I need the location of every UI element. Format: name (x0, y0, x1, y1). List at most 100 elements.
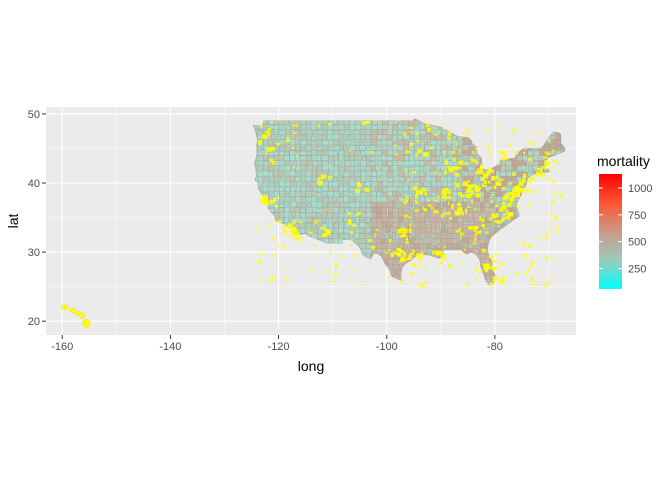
highlight-county (388, 239, 392, 243)
highlight-county (506, 212, 513, 216)
highlight-county (549, 167, 554, 170)
county (268, 171, 274, 177)
highlight-county (448, 264, 453, 268)
highlight-county (403, 252, 407, 257)
county (294, 120, 302, 125)
highlight-county (297, 232, 300, 236)
highlight-county (499, 178, 504, 181)
highlight-county (272, 161, 276, 165)
highlight-county (444, 245, 446, 249)
county (338, 140, 344, 146)
highlight-county (511, 173, 516, 176)
highlight-county (512, 128, 517, 131)
highlight-county (263, 202, 266, 206)
hawaii-island (78, 312, 86, 319)
county (424, 232, 430, 239)
county (500, 165, 506, 172)
highlight-county (487, 264, 490, 269)
highlight-county (272, 237, 275, 241)
highlight-county (447, 192, 449, 194)
highlight-county (409, 272, 414, 275)
county (295, 185, 301, 192)
highlight-county (396, 253, 402, 257)
highlight-county (491, 176, 496, 181)
highlight-county (537, 237, 540, 240)
highlight-county (423, 152, 429, 157)
county (377, 130, 383, 135)
county (397, 165, 403, 172)
county (387, 120, 394, 125)
county (381, 238, 386, 244)
highlight-county (375, 233, 377, 237)
highlight-county (334, 272, 338, 275)
highlight-county (485, 231, 489, 234)
county (333, 213, 339, 218)
highlight-county (501, 217, 505, 222)
county (375, 237, 382, 244)
county (517, 156, 523, 161)
hawaii-island (61, 304, 69, 311)
hawaii-islands (61, 304, 91, 328)
highlight-county (258, 142, 262, 146)
highlight-county (521, 241, 525, 246)
highlight-county (516, 192, 520, 197)
highlight-county (502, 196, 507, 200)
highlight-county (268, 127, 271, 131)
county (392, 130, 398, 135)
highlight-county (415, 190, 419, 194)
highlight-county (257, 226, 260, 231)
county (285, 144, 292, 151)
county (392, 134, 398, 140)
county (468, 216, 474, 223)
county (267, 186, 275, 192)
county (408, 202, 413, 208)
county (468, 233, 474, 239)
highlight-county (286, 280, 289, 282)
county (386, 155, 394, 161)
county (371, 181, 379, 187)
highlight-county (352, 224, 357, 228)
county (435, 165, 442, 172)
highlight-county (413, 185, 418, 191)
legend-ticks: 250 500 750 1000 (599, 183, 652, 276)
county (495, 170, 500, 177)
county (484, 202, 490, 208)
county (279, 186, 284, 192)
county (360, 134, 366, 140)
highlight-county (500, 262, 504, 266)
county (387, 177, 394, 182)
county (392, 222, 399, 229)
county (404, 140, 409, 146)
county (366, 162, 372, 166)
county (348, 197, 355, 203)
county (386, 134, 393, 141)
x-tick-label: -80 (487, 341, 503, 353)
county (408, 166, 415, 172)
highlight-county (513, 195, 517, 197)
county (538, 160, 544, 166)
county (408, 149, 414, 156)
highlight-county (414, 199, 417, 202)
county (431, 180, 437, 187)
county (511, 207, 517, 213)
county (474, 203, 481, 208)
county (436, 161, 442, 166)
highlight-county (475, 170, 480, 174)
highlight-county (552, 149, 555, 153)
county (462, 224, 469, 229)
highlight-county (435, 210, 440, 214)
highlight-county (468, 179, 470, 183)
highlight-county (268, 226, 272, 228)
county (278, 177, 286, 182)
county (451, 233, 457, 239)
highlight-county (466, 189, 472, 193)
county (364, 181, 371, 187)
highlight-county (488, 265, 492, 270)
county (484, 196, 489, 203)
county (343, 175, 351, 182)
county (365, 134, 371, 140)
highlight-county (504, 194, 510, 199)
highlight-county (541, 175, 544, 178)
highlight-county (464, 162, 470, 165)
county (338, 185, 345, 192)
